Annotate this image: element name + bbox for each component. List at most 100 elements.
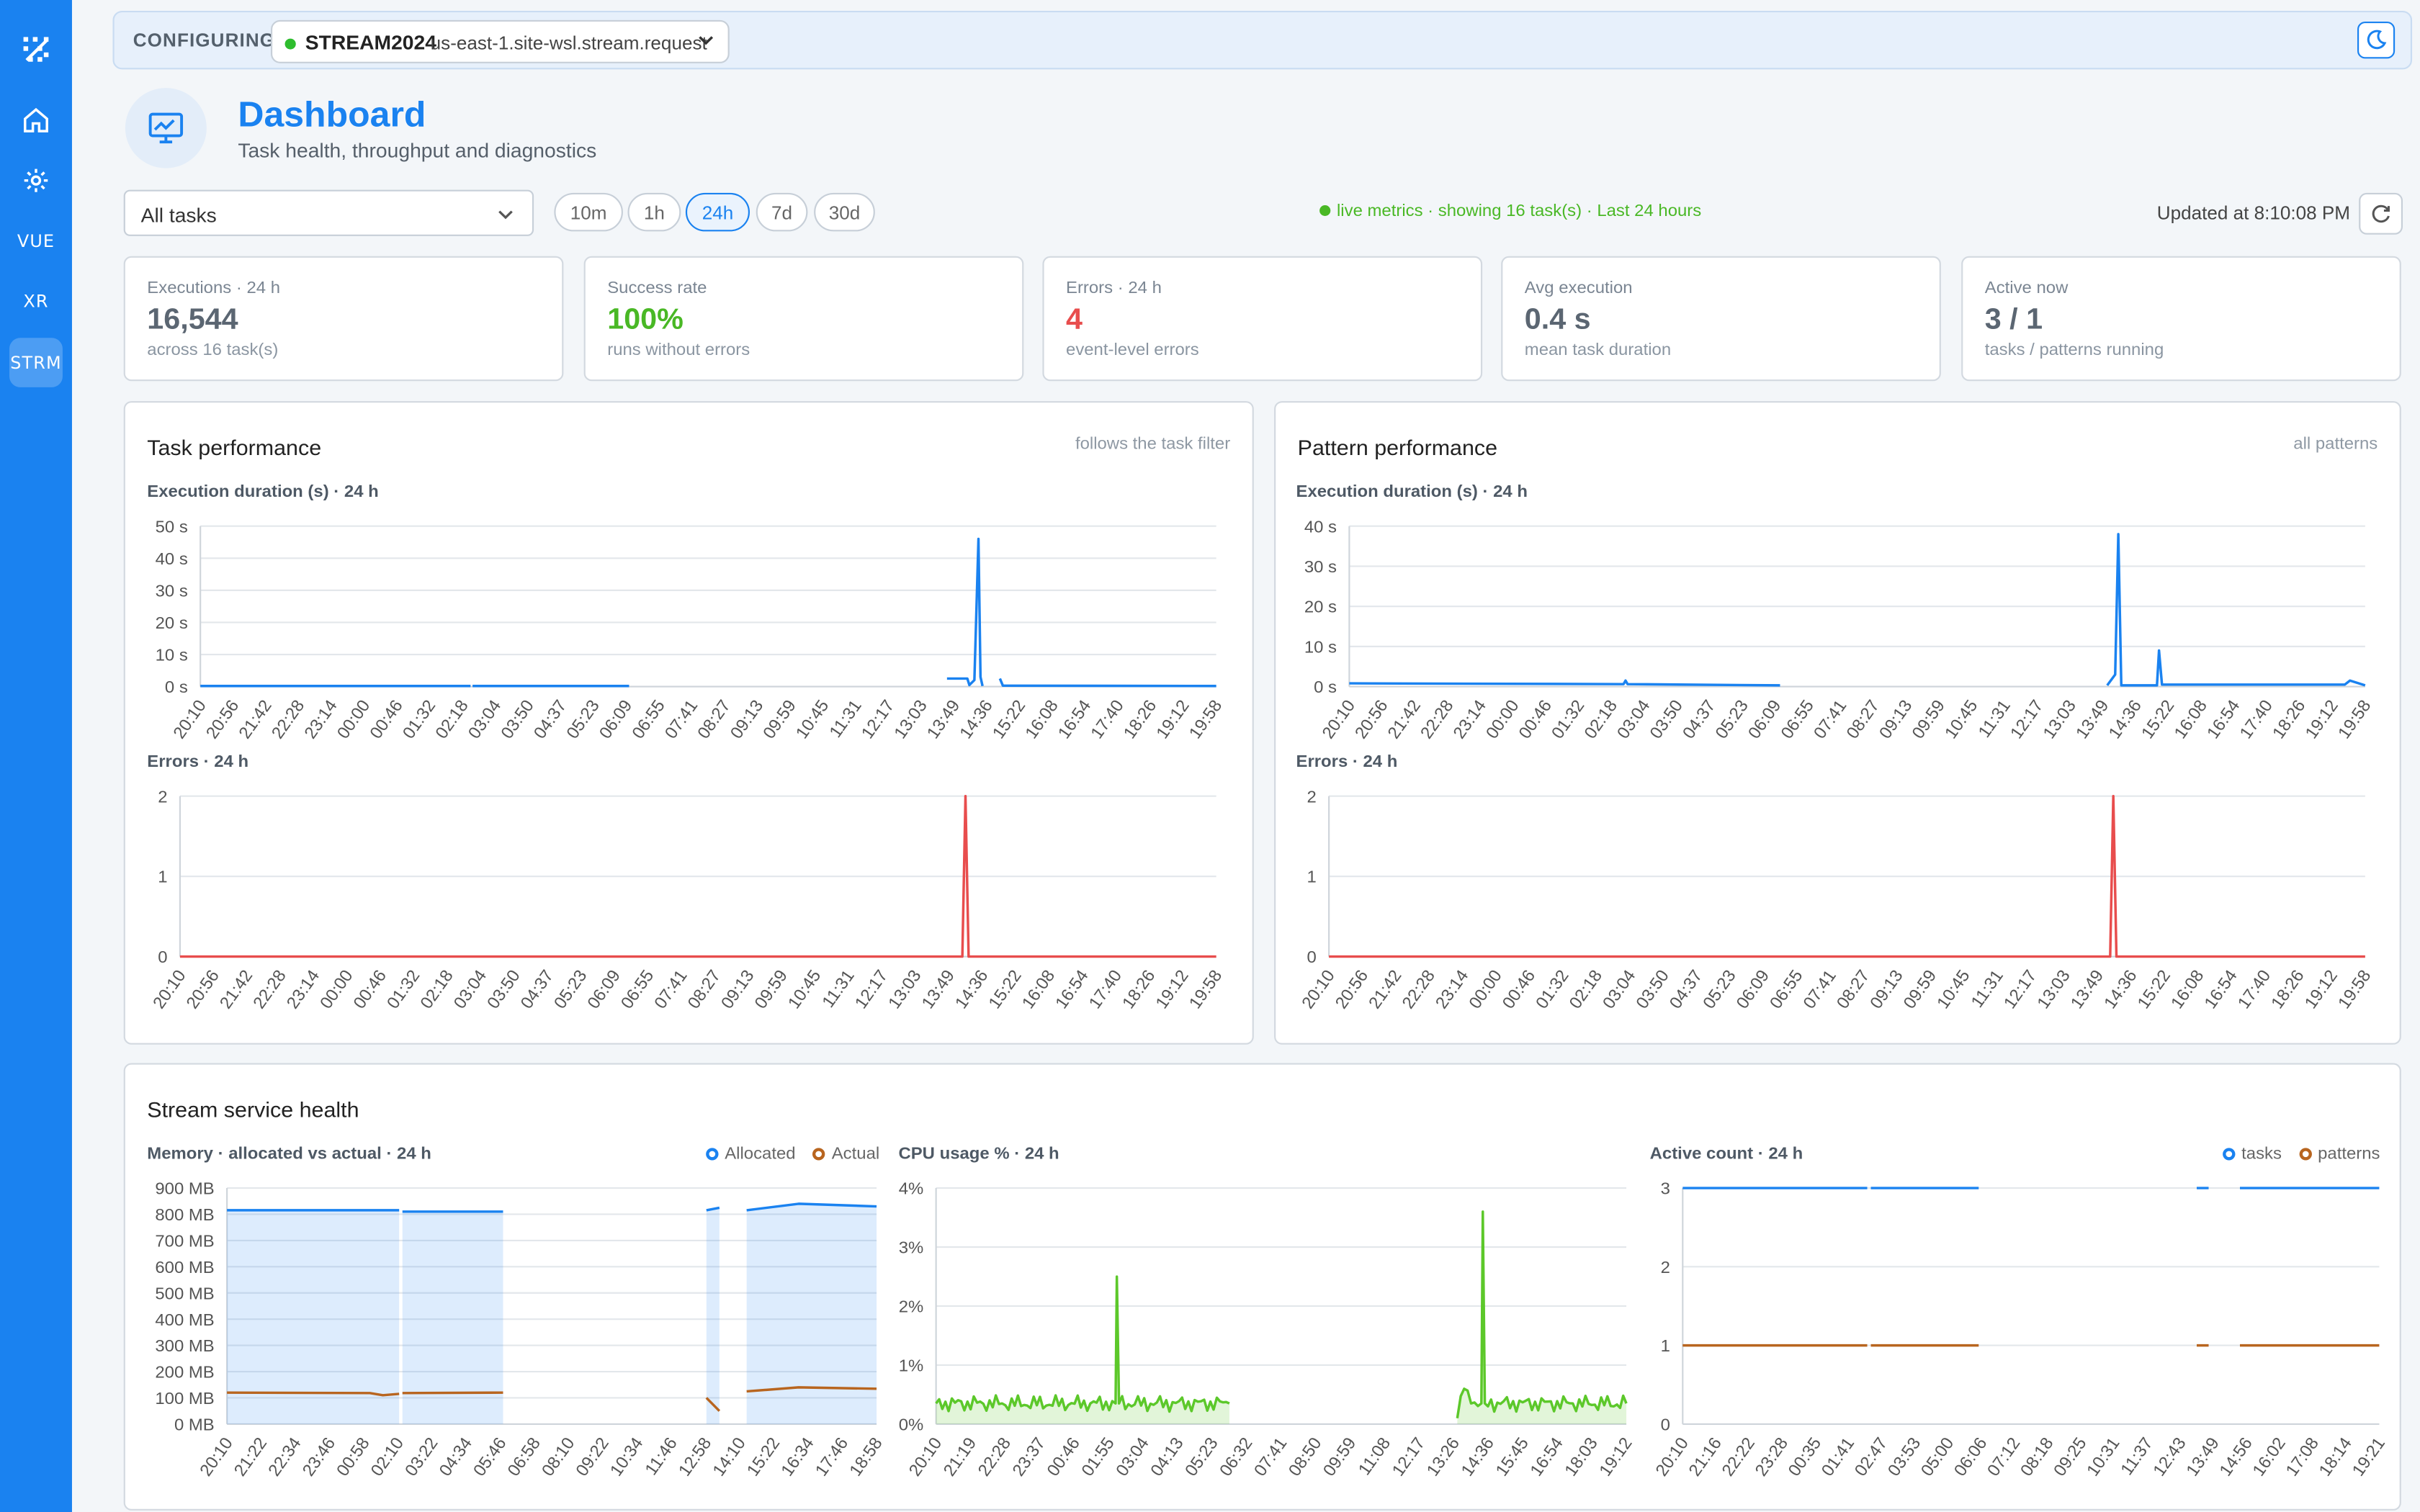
- x-tick-label: 12:17: [1389, 1434, 1429, 1480]
- x-tick-label: 15:22: [985, 967, 1026, 1012]
- x-tick-label: 00:35: [1785, 1434, 1825, 1480]
- y-tick-label: 1: [1307, 868, 1316, 887]
- legend-label: tasks: [2241, 1145, 2282, 1164]
- x-tick-label: 14:10: [709, 1434, 750, 1480]
- x-tick-label: 17:40: [1085, 967, 1126, 1012]
- x-tick-label: 16:08: [2168, 967, 2208, 1012]
- y-tick-label: 700 MB: [155, 1233, 214, 1251]
- card-title: Task performance: [147, 435, 322, 460]
- updated-timestamp: Updated at 8:10:08 PM: [2156, 202, 2351, 224]
- stat-label: Success rate: [607, 279, 707, 298]
- x-tick-label: 04:13: [1147, 1434, 1188, 1480]
- y-tick-label: 40 s: [156, 550, 188, 569]
- series-line: [946, 537, 984, 687]
- x-tick-label: 01:41: [1818, 1434, 1858, 1480]
- x-tick-label: 19:58: [2335, 967, 2375, 1012]
- x-tick-label: 21:42: [236, 697, 276, 742]
- x-tick-label: 16:08: [1019, 967, 1059, 1012]
- environment-select[interactable]: STREAM2024 us-east-1.site-wsl.stream.req…: [270, 19, 730, 63]
- theme-toggle-button[interactable]: [2357, 22, 2396, 59]
- sidebar-item-vue[interactable]: VUE: [17, 230, 55, 251]
- x-tick-label: 21:42: [1366, 967, 1406, 1012]
- x-tick-label: 14:36: [2101, 967, 2141, 1012]
- stream-health-card: Stream service health Memory · allocated…: [123, 1063, 2401, 1511]
- task-filter-select[interactable]: All tasks: [123, 189, 534, 236]
- x-tick-label: 01:32: [1549, 697, 1589, 742]
- x-tick-label: 03:04: [1600, 967, 1640, 1012]
- x-tick-label: 13:03: [885, 967, 926, 1012]
- gear-icon[interactable]: [9, 156, 63, 205]
- x-tick-label: 07:41: [662, 697, 702, 742]
- x-tick-label: 03:04: [465, 697, 506, 742]
- x-tick-label: 22:28: [974, 1434, 1015, 1480]
- sidebar-item-xr[interactable]: XR: [23, 290, 49, 311]
- range-button-24h[interactable]: 24h: [685, 192, 750, 232]
- x-tick-label: 11:31: [1968, 967, 2007, 1012]
- x-tick-label: 03:04: [451, 967, 491, 1012]
- y-tick-label: 200 MB: [155, 1364, 214, 1382]
- x-tick-label: 09:13: [1867, 967, 1907, 1012]
- sidebar-item-strm[interactable]: STRM: [9, 338, 63, 387]
- home-icon[interactable]: [9, 96, 63, 145]
- x-tick-label: 19:12: [1152, 967, 1193, 1012]
- x-tick-label: 20:10: [906, 1434, 946, 1480]
- x-tick-label: 17:46: [812, 1434, 852, 1480]
- y-tick-label: 0: [158, 948, 167, 967]
- x-tick-label: 07:12: [1984, 1434, 2025, 1480]
- legend-marker-patterns: [2299, 1148, 2312, 1161]
- logo-icon[interactable]: [9, 24, 63, 74]
- x-tick-label: 08:18: [2017, 1434, 2058, 1480]
- x-tick-label: 11:37: [2118, 1434, 2157, 1479]
- monitor-chart-icon: [125, 88, 207, 168]
- memory-chart: 0 MB 100 MB 200 MB 300 MB 400 MB 500 MB 600 MB…: [155, 1180, 886, 1480]
- range-button-30d[interactable]: 30d: [814, 192, 875, 232]
- x-tick-label: 11:31: [1975, 697, 2015, 742]
- legend-label: patterns: [2318, 1145, 2380, 1164]
- live-text: live metrics · showing 16 task(s) · Last…: [1336, 202, 1702, 221]
- range-button-1h[interactable]: 1h: [627, 192, 681, 232]
- x-tick-label: 00:00: [317, 967, 357, 1012]
- x-tick-label: 09:59: [1909, 697, 1949, 742]
- x-tick-label: 06:09: [584, 967, 624, 1012]
- y-tick-label: 600 MB: [155, 1259, 214, 1277]
- stat-card-executions: Executions · 24 h 16,544 across 16 task(…: [123, 256, 564, 382]
- y-tick-label: 0: [1661, 1416, 1670, 1435]
- series-area: [227, 1210, 400, 1424]
- x-tick-label: 05:23: [1712, 697, 1752, 742]
- x-tick-label: 16:54: [1052, 967, 1093, 1012]
- x-tick-label: 04:37: [531, 697, 571, 742]
- x-tick-label: 19:12: [2301, 967, 2341, 1012]
- y-tick-label: 40 s: [1304, 518, 1337, 536]
- chart-title: Errors · 24 h: [1296, 752, 1398, 772]
- x-tick-label: 00:58: [333, 1434, 374, 1480]
- x-tick-label: 04:34: [436, 1434, 476, 1480]
- x-tick-label: 09:22: [573, 1434, 613, 1480]
- x-tick-label: 08:10: [539, 1434, 579, 1480]
- range-button-10m[interactable]: 10m: [554, 192, 623, 232]
- cpu-chart: 0% 1% 2% 3% 4% 20:1021:1922:2823:3700:4601:55…: [899, 1180, 1636, 1480]
- x-tick-label: 14:36: [2105, 697, 2146, 742]
- x-tick-label: 18:03: [1561, 1434, 1602, 1480]
- card-title: Pattern performance: [1297, 435, 1498, 460]
- x-tick-label: 01:32: [400, 697, 440, 742]
- x-tick-label: 19:58: [1186, 697, 1227, 742]
- x-tick-label: 07:41: [1251, 1434, 1291, 1480]
- environment-host: us-east-1.site-wsl.stream.request: [430, 32, 707, 55]
- x-tick-label: 00:46: [350, 967, 390, 1012]
- x-tick-label: 01:55: [1078, 1434, 1119, 1480]
- active-count-chart: 012320:1021:1622:2223:2800:3501:4102:470…: [1652, 1180, 2389, 1480]
- x-tick-label: 22:28: [1399, 967, 1439, 1012]
- y-tick-label: 10 s: [1304, 639, 1337, 657]
- x-tick-label: 09:59: [1320, 1434, 1361, 1480]
- x-tick-label: 12:17: [859, 697, 899, 742]
- live-status: live metrics · showing 16 task(s) · Last…: [1319, 202, 1702, 221]
- refresh-button[interactable]: [2359, 192, 2403, 235]
- x-tick-label: 01:32: [384, 967, 424, 1012]
- x-tick-label: 20:56: [183, 967, 223, 1012]
- y-tick-label: 900 MB: [155, 1180, 214, 1199]
- moon-icon: [2367, 30, 2387, 50]
- y-tick-label: 800 MB: [155, 1206, 214, 1225]
- range-button-7d[interactable]: 7d: [756, 192, 808, 232]
- x-tick-label: 03:50: [1646, 697, 1687, 742]
- x-tick-label: 20:10: [150, 967, 190, 1012]
